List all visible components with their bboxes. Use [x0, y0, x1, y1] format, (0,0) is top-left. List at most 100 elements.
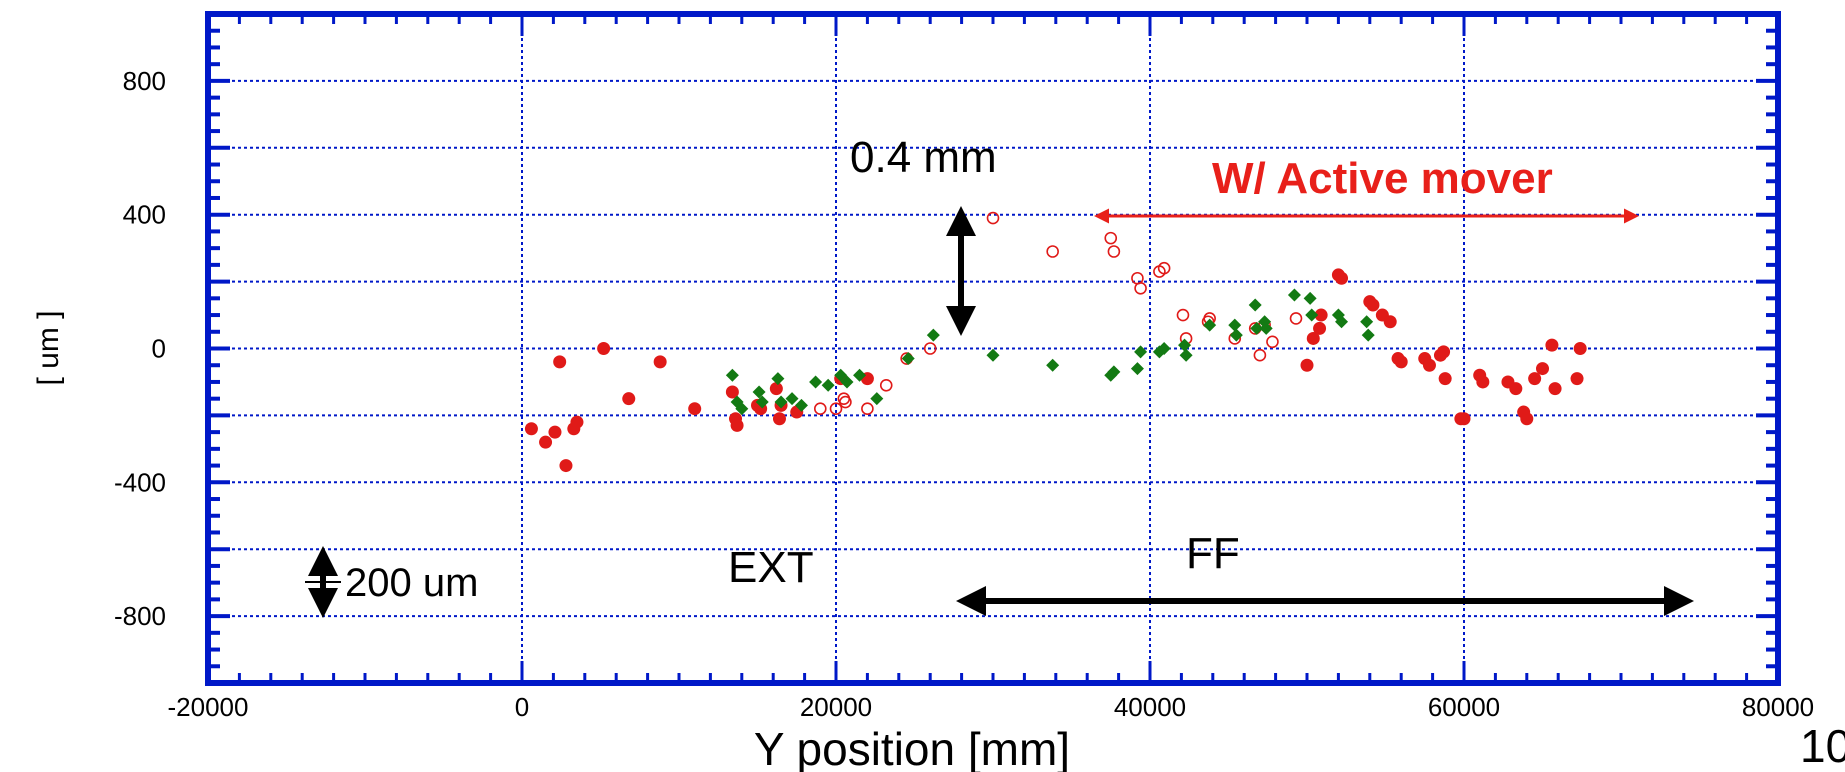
- data-point: [1157, 342, 1171, 355]
- data-point: [1107, 365, 1121, 379]
- data-point: [1509, 382, 1523, 396]
- data-point: [1476, 375, 1490, 389]
- data-point: [771, 372, 785, 386]
- active-mover-annotation: W/ Active mover: [1212, 154, 1553, 203]
- data-point: [1228, 318, 1242, 332]
- data-point: [1046, 358, 1060, 372]
- y-tick-label: -400: [114, 467, 166, 497]
- data-point: [774, 395, 788, 409]
- data-point: [755, 395, 769, 409]
- y-tick-labels: -800 -400 0 400 800: [114, 66, 166, 631]
- data-point: [1250, 321, 1264, 335]
- data-point: [1203, 318, 1217, 332]
- data-point: [1130, 362, 1144, 376]
- data-point: [1548, 382, 1562, 396]
- data-point: [794, 398, 808, 412]
- data-point: [1536, 362, 1549, 376]
- x-tick-label: 40000: [1114, 692, 1186, 722]
- data-point: [1314, 308, 1328, 322]
- data-point: [1107, 245, 1121, 258]
- data-point: [752, 385, 766, 399]
- data-point: [1157, 261, 1171, 275]
- data-point: [769, 382, 783, 396]
- data-point: [785, 392, 799, 406]
- data-point: [813, 402, 827, 416]
- data-point: [1366, 298, 1380, 312]
- data-point: [559, 459, 573, 473]
- x-tick-label: 80000: [1742, 692, 1814, 722]
- series-filled-circle: [524, 268, 1587, 473]
- data-point: [879, 378, 893, 392]
- data-point: [1178, 338, 1192, 352]
- data-point: [1545, 338, 1559, 352]
- data-point: [809, 375, 823, 389]
- data-point: [1335, 271, 1349, 285]
- x-tick-label: 60000: [1428, 692, 1500, 722]
- data-point: [923, 342, 937, 355]
- y-tick-label: 400: [123, 200, 166, 230]
- data-point: [735, 402, 749, 416]
- data-point: [688, 402, 702, 416]
- data-point: [901, 352, 915, 366]
- page-number: 10: [1800, 720, 1845, 772]
- data-point: [622, 392, 636, 406]
- data-point: [1437, 345, 1451, 359]
- x-tick-labels: -20000 0 20000 40000 60000 80000: [168, 692, 1815, 722]
- data-point: [1422, 358, 1436, 372]
- data-point: [1248, 298, 1262, 312]
- data-point: [986, 348, 1000, 362]
- data-point: [553, 355, 567, 369]
- y-tick-label: 0: [152, 334, 166, 364]
- y-axis-title: [ um ]: [32, 310, 65, 385]
- data-point: [839, 395, 852, 409]
- x-tick-label: 0: [515, 692, 529, 722]
- data-point: [725, 368, 739, 382]
- data-point: [1289, 312, 1303, 325]
- data-point: [730, 418, 744, 432]
- data-points: [524, 211, 1587, 473]
- data-point: [597, 342, 611, 355]
- data-point: [840, 375, 854, 389]
- data-point: [1303, 291, 1317, 305]
- x-tick-label: -20000: [168, 692, 249, 722]
- data-point: [539, 435, 553, 449]
- data-point: [1438, 372, 1452, 386]
- data-point: [1104, 231, 1118, 245]
- data-point: [1360, 315, 1374, 329]
- data-point: [1176, 308, 1190, 322]
- data-point: [1305, 308, 1319, 322]
- data-point: [1229, 328, 1243, 342]
- data-point: [653, 355, 667, 369]
- data-point: [1361, 328, 1375, 342]
- ext-annotation: EXT: [728, 543, 814, 592]
- data-point: [1046, 245, 1059, 258]
- data-point: [853, 368, 867, 382]
- data-point: [1528, 372, 1542, 386]
- data-point: [821, 378, 835, 392]
- data-point: [1259, 321, 1273, 335]
- data-point: [1383, 315, 1397, 329]
- data-point: [926, 328, 940, 342]
- ff-annotation: FF: [1186, 529, 1240, 578]
- data-point: [1266, 335, 1279, 349]
- minor-ticks: [206, 12, 1780, 685]
- data-point: [861, 402, 874, 416]
- data-point: [1287, 288, 1301, 302]
- span-annotation: 0.4 mm: [850, 133, 997, 182]
- scale-annotation: 200 um: [345, 561, 478, 605]
- data-point: [1394, 355, 1408, 369]
- data-point: [1570, 372, 1584, 386]
- data-point: [829, 402, 843, 416]
- y-tick-label: -800: [114, 601, 166, 631]
- x-axis-title: Y position [mm]: [754, 723, 1070, 772]
- data-point: [1134, 281, 1147, 295]
- data-point: [1179, 348, 1193, 362]
- data-point: [1306, 331, 1320, 345]
- series-open-circle: [813, 211, 1303, 416]
- data-point: [1520, 412, 1534, 426]
- data-point: [870, 392, 884, 406]
- data-point: [1335, 315, 1349, 329]
- data-point: [1134, 345, 1148, 359]
- data-point: [1300, 358, 1314, 372]
